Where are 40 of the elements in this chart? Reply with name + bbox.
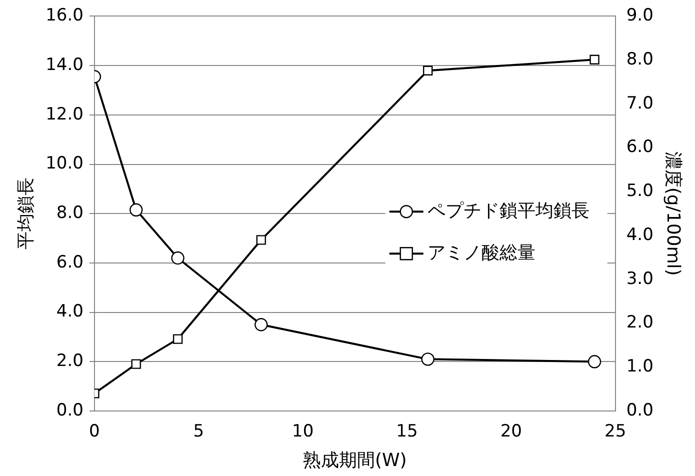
- y2-tick-label: 3.0: [626, 268, 654, 289]
- y2-tick-label: 8.0: [626, 49, 654, 70]
- point: [131, 359, 141, 369]
- point: [171, 251, 184, 265]
- y-tick-label: 6.0: [56, 252, 84, 272]
- point: [130, 203, 143, 216]
- point: [590, 54, 600, 64]
- x-tick-label: 20: [500, 422, 522, 442]
- x-tick-label: 15: [396, 422, 418, 442]
- legend-label: ペプチド鎖平均鎖長: [427, 200, 590, 222]
- point: [172, 334, 183, 344]
- y-tick-label: 14.0: [46, 54, 84, 75]
- point: [421, 352, 434, 366]
- x-tick-label: 5: [193, 422, 204, 442]
- y2-tick-label: 2.0: [626, 312, 654, 333]
- y2-tick-label: 7.0: [626, 93, 654, 114]
- point: [422, 66, 433, 76]
- y2-tick-label: 4.0: [626, 224, 654, 245]
- point: [588, 355, 602, 368]
- x-tick-label: 10: [292, 422, 314, 442]
- y2-tick-label: 9.0: [626, 6, 654, 26]
- y2-axis-title: 濃度(g/100ml): [662, 151, 684, 276]
- point: [254, 318, 268, 332]
- legend-label: アミノ酸総量: [427, 242, 536, 264]
- y-tick-label: 0.0: [56, 400, 84, 420]
- y-tick-label: 12.0: [46, 104, 84, 124]
- y2-tick-label: 5.0: [626, 181, 654, 202]
- x-tick-label: 0: [89, 422, 100, 442]
- y-tick-label: 10.0: [46, 154, 84, 174]
- y-tick-label: 8.0: [56, 203, 84, 224]
- y-tick-label: 2.0: [56, 351, 84, 372]
- y2-tick-label: 0.0: [626, 400, 654, 420]
- y-tick-label: 16.0: [46, 6, 84, 26]
- y-tick-label: 4.0: [56, 302, 84, 322]
- y2-tick-label: 6.0: [626, 137, 654, 158]
- x-tick-label: 25: [604, 422, 626, 442]
- y-axis-title: 平均鎖長: [15, 178, 36, 250]
- y2-tick-label: 1.0: [626, 356, 654, 377]
- x-axis-title: 熟成期間(W): [302, 450, 407, 471]
- point: [256, 235, 266, 245]
